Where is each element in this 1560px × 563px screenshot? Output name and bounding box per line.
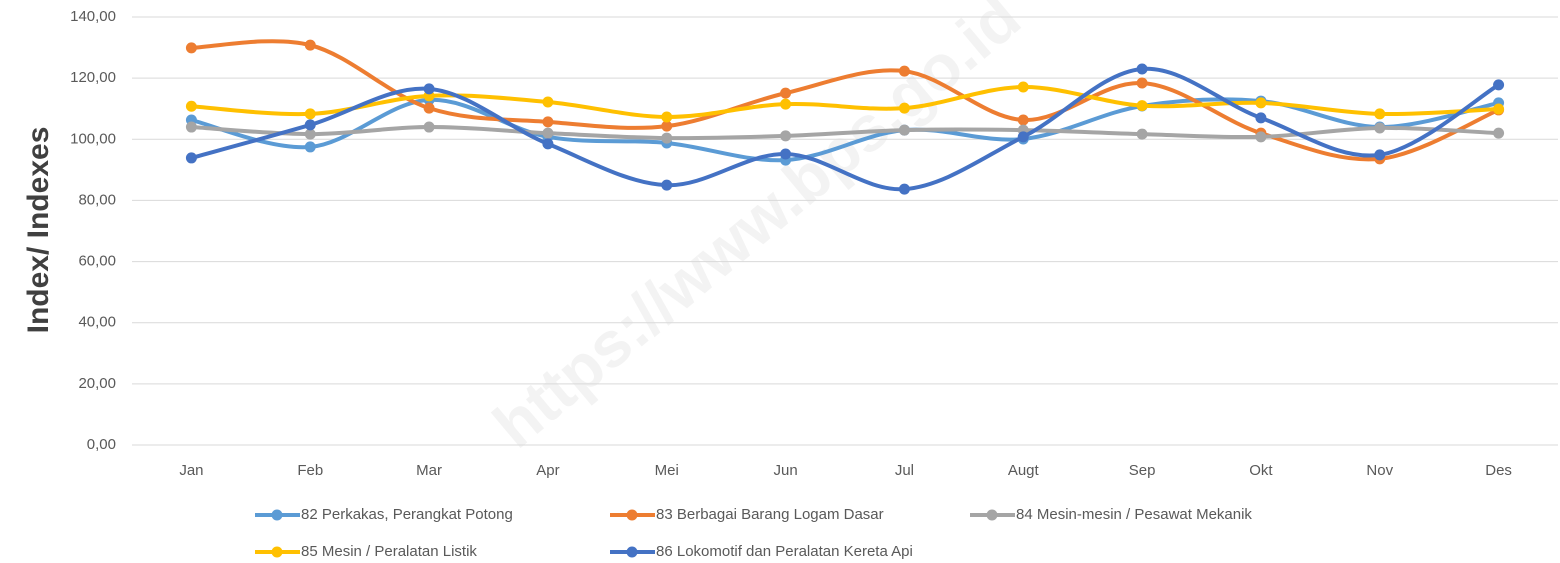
legend-label: 83 Berbagai Barang Logam Dasar: [656, 506, 884, 523]
point: [304, 39, 316, 51]
y-tick-label: 0,00: [87, 436, 116, 453]
point: [185, 42, 197, 54]
point: [1374, 149, 1386, 161]
y-tick-label: 140,00: [70, 8, 116, 25]
point: [661, 132, 673, 144]
legend-label: 85 Mesin / Peralatan Listik: [301, 543, 477, 560]
point: [1136, 63, 1148, 75]
x-tick-label: Des: [1485, 462, 1512, 479]
legend-marker: [626, 509, 638, 521]
point: [185, 100, 197, 112]
point: [780, 87, 792, 99]
legend-marker: [271, 509, 283, 521]
point: [1493, 103, 1505, 115]
point: [1255, 112, 1267, 124]
point: [1493, 79, 1505, 91]
point: [542, 127, 554, 139]
x-tick-label: Apr: [536, 462, 559, 479]
point: [661, 179, 673, 191]
x-tick-label: Mei: [655, 462, 679, 479]
legend-label: 84 Mesin-mesin / Pesawat Mekanik: [1016, 506, 1252, 523]
x-tick-label: Feb: [297, 462, 323, 479]
x-tick-label: Jun: [773, 462, 797, 479]
point: [1136, 100, 1148, 112]
point: [661, 120, 673, 132]
point: [1136, 128, 1148, 140]
point: [423, 102, 435, 114]
point: [542, 116, 554, 128]
x-tick-label: Augt: [1008, 462, 1040, 479]
watermark: https://www.bps.go.id: [480, 0, 1034, 462]
point: [304, 128, 316, 140]
point: [542, 138, 554, 150]
series-line: [189, 66, 1501, 192]
point: [1255, 131, 1267, 143]
y-tick-label: 40,00: [78, 314, 116, 331]
y-axis-title: Index/ Indexes: [22, 127, 55, 334]
y-tick-label: 100,00: [70, 130, 116, 147]
point: [1017, 114, 1029, 126]
y-tick-label: 80,00: [78, 191, 116, 208]
point: [898, 65, 910, 77]
point: [185, 152, 197, 164]
point: [185, 121, 197, 133]
point: [1255, 97, 1267, 109]
legend-marker: [626, 546, 638, 558]
point: [1017, 81, 1029, 93]
x-tick-label: Mar: [416, 462, 442, 479]
point: [304, 108, 316, 120]
point: [780, 130, 792, 142]
x-tick-label: Sep: [1129, 462, 1156, 479]
point: [423, 121, 435, 133]
point: [1374, 122, 1386, 134]
x-tick-label: Okt: [1249, 462, 1273, 479]
point: [780, 148, 792, 160]
point: [898, 102, 910, 114]
y-tick-label: 20,00: [78, 375, 116, 392]
y-tick-label: 120,00: [70, 69, 116, 86]
point: [542, 96, 554, 108]
series-line: [189, 85, 1501, 119]
point: [423, 83, 435, 95]
point: [1017, 131, 1029, 143]
point: [1493, 127, 1505, 139]
x-tick-label: Jul: [895, 462, 914, 479]
legend-marker: [986, 509, 998, 521]
point: [304, 119, 316, 131]
point: [898, 183, 910, 195]
legend-label: 86 Lokomotif dan Peralatan Kereta Api: [656, 543, 913, 560]
legend-marker: [271, 546, 283, 558]
series-line: [189, 125, 1501, 141]
x-tick-label: Jan: [179, 462, 203, 479]
point: [1136, 77, 1148, 89]
point: [780, 98, 792, 110]
x-tick-label: Nov: [1366, 462, 1393, 479]
point: [304, 141, 316, 153]
y-tick-label: 60,00: [78, 253, 116, 270]
point: [661, 111, 673, 123]
point: [898, 124, 910, 136]
legend-label: 82 Perkakas, Perangkat Potong: [301, 506, 513, 523]
point: [1374, 108, 1386, 120]
